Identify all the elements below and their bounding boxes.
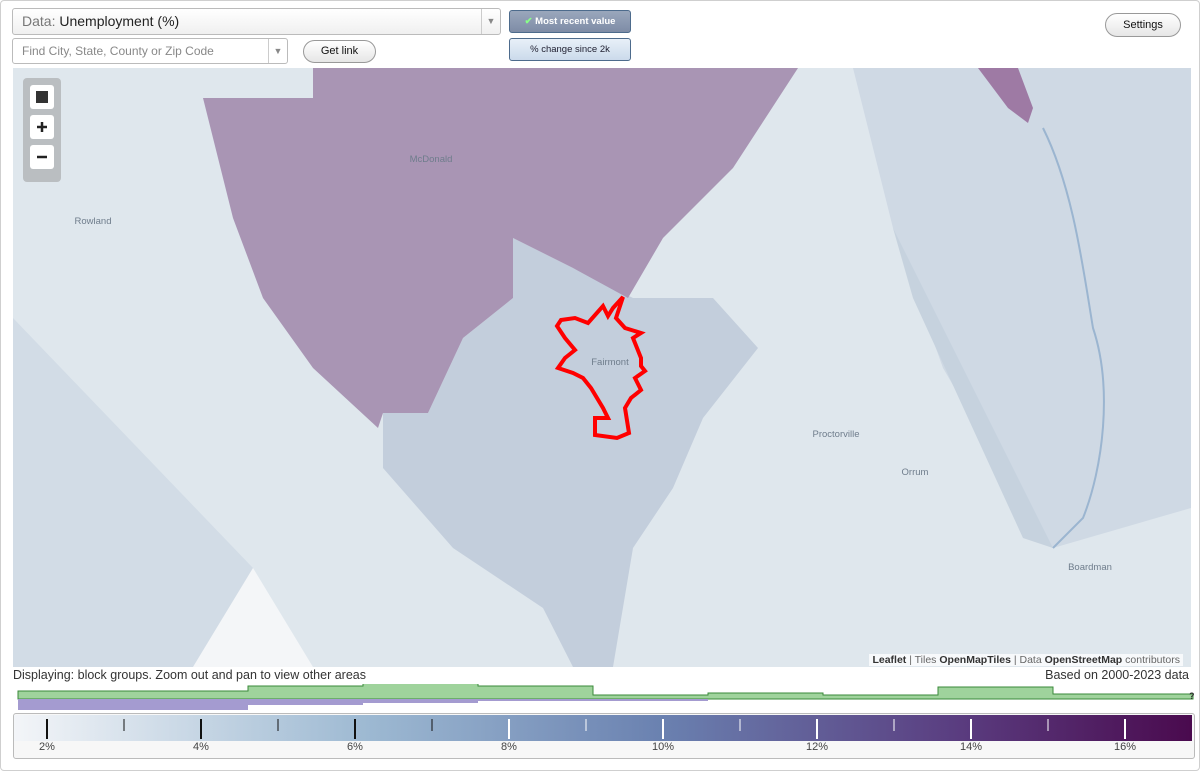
legend-tick-label: 14% [959,741,983,753]
histogram: ? [17,684,1195,710]
search-placeholder: Find City, State, County or Zip Code [22,44,214,58]
help-icon[interactable]: ? [1189,691,1195,701]
legend-tick-label: 6% [347,741,363,753]
selected-area[interactable] [554,295,648,441]
region [978,68,1033,123]
region [853,68,1191,548]
place-label: McDonald [410,154,453,165]
toggle-label: Most recent value [535,16,616,27]
legend-tick-label: 16% [1113,741,1137,753]
region [383,238,758,667]
place-label: Orrum [902,467,929,478]
zoom-out-button[interactable] [30,145,54,169]
place-label: Proctorville [813,429,860,440]
legend: 2% 4% 6% 8% 10% 12% 14% 16% [13,713,1195,759]
zoom-in-button[interactable] [30,115,54,139]
legend-tick-label: 12% [805,741,829,753]
attr-link[interactable]: OpenStreetMap [1044,654,1123,666]
place-label: Rowland [75,216,112,227]
get-link-button[interactable]: Get link [303,40,376,63]
river [1042,127,1105,549]
legend-tick-label: 4% [193,741,209,753]
region [203,68,798,428]
search-box[interactable]: Find City, State, County or Zip Code ▼ [12,38,288,64]
place-label: Fairmont [591,357,629,368]
settings-button[interactable]: Settings [1105,13,1181,37]
change-toggle[interactable]: % change since 2k [509,38,631,61]
attr-text: Data [1019,654,1042,666]
attr-link[interactable]: OpenMapTiles [939,654,1011,666]
region [13,318,253,667]
attr-text: contributors [1125,654,1180,666]
legend-tick-label: 10% [651,741,675,753]
region [893,228,1053,548]
data-label: Data: [22,13,56,29]
legend-tick-label: 8% [501,741,517,753]
dropdown-arrow[interactable]: ▼ [481,9,500,34]
color-ramp [14,715,1192,741]
data-value: Unemployment (%) [59,13,180,29]
attribution: Leaflet | Tiles OpenMapTiles | Data Open… [869,654,1183,666]
status-text: Displaying: block groups. Zoom out and p… [13,668,366,682]
histogram-area [18,699,708,710]
fit-button[interactable] [30,85,54,109]
check-icon: ✔ [524,16,533,27]
attr-link[interactable]: Leaflet [872,654,907,666]
dropdown-arrow[interactable]: ▼ [268,39,287,63]
color-scale [14,715,1192,741]
data-range: Based on 2000-2023 data [1045,668,1189,682]
most-recent-toggle[interactable]: ✔ Most recent value [509,10,631,33]
map[interactable]: McDonald Rowland Fairmont Proctorville O… [13,68,1191,667]
legend-tick-label: 2% [39,741,55,753]
place-label: Boardman [1068,562,1112,573]
histogram-area [17,684,1194,700]
data-selector[interactable]: Data: Unemployment (%) ▼ [12,8,501,35]
attr-text: Tiles [914,654,937,666]
region [193,568,313,667]
